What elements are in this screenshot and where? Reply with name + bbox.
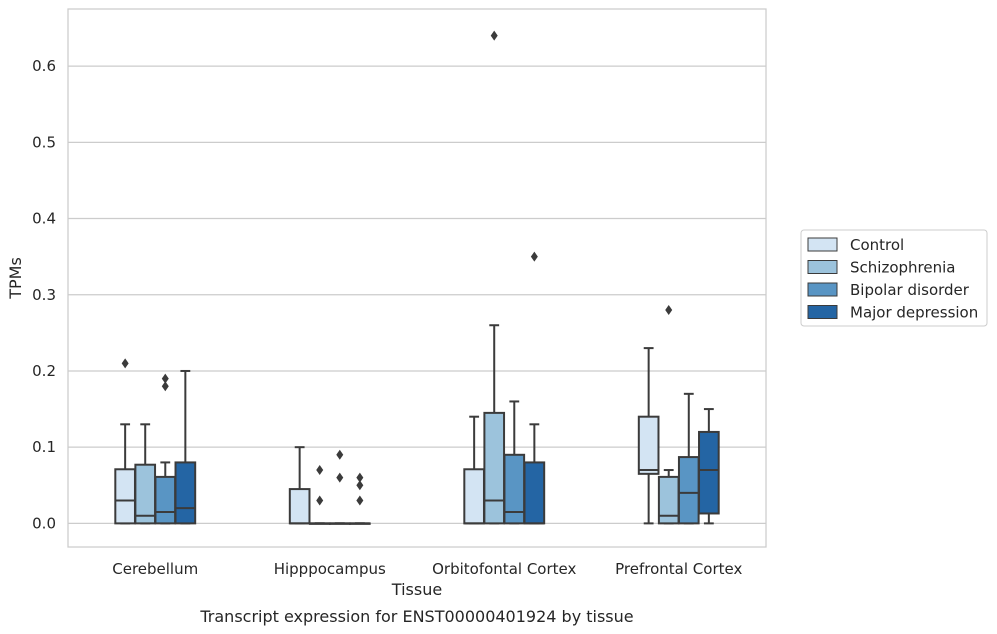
box-major-depression	[174, 369, 197, 525]
outlier-point	[316, 465, 324, 476]
outlier-point	[121, 358, 129, 369]
box-schizophrenia	[134, 423, 157, 525]
legend-swatch	[807, 282, 838, 297]
iqr-box	[463, 468, 485, 525]
boxes	[114, 324, 720, 525]
outlier-point	[336, 449, 344, 460]
legend-swatch	[807, 260, 838, 274]
x-tick-label: Hipppocampus	[274, 560, 386, 578]
chart-caption: Transcript expression for ENST0000040192…	[199, 607, 633, 626]
box-bipolar-disorder	[677, 392, 700, 525]
iqr-box	[154, 475, 177, 525]
box-bipolar-disorder	[503, 400, 526, 525]
box-schizophrenia	[308, 522, 331, 525]
box-control	[637, 347, 660, 525]
legend-label: Control	[850, 236, 904, 254]
outlier-point	[490, 30, 498, 41]
box-schizophrenia	[483, 324, 506, 525]
outlier-point	[665, 305, 673, 316]
iqr-box	[174, 461, 197, 525]
iqr-box	[503, 453, 526, 525]
box-bipolar-disorder	[154, 461, 177, 525]
y-tick-label: 0.3	[32, 286, 56, 304]
box-major-depression	[523, 423, 546, 525]
x-tick-labels: Cerebellum Hipppocampus Orbitofontal Corte…	[112, 560, 742, 578]
y-tick-label: 0.0	[32, 514, 56, 532]
outlier-point	[356, 480, 364, 491]
iqr-box	[637, 415, 660, 475]
legend: Control Schizophrenia Bipolar disorder Majo…	[800, 229, 988, 327]
legend-frame	[800, 229, 988, 327]
x-axis-label: Tissue	[391, 580, 442, 599]
outlier-point	[336, 472, 344, 483]
y-tick-label: 0.2	[32, 362, 56, 380]
legend-swatch	[807, 305, 838, 319]
y-tick-label: 0.1	[32, 438, 56, 456]
y-tick-label: 0.6	[32, 57, 56, 75]
iqr-box	[134, 463, 157, 525]
y-tick-labels: 0.0 0.1 0.2 0.3 0.4 0.5 0.6	[32, 57, 56, 532]
x-tick-label: Orbitofontal Cortex	[432, 560, 576, 578]
box-major-depression	[698, 408, 720, 525]
iqr-box	[698, 430, 720, 515]
legend-label: Schizophrenia	[850, 259, 955, 277]
outlier-point	[356, 495, 364, 506]
box-control	[288, 446, 311, 525]
legend-label: Bipolar disorder	[850, 281, 970, 299]
outlier-point	[356, 472, 364, 483]
plot-area-frame	[67, 8, 767, 548]
iqr-box	[523, 461, 546, 525]
legend-swatch	[807, 237, 838, 252]
outlier-point	[316, 495, 324, 506]
y-tick-label: 0.4	[32, 210, 56, 228]
box-bipolar-disorder	[328, 522, 351, 525]
y-tick-label: 0.5	[32, 133, 56, 151]
box-major-depression	[349, 522, 371, 525]
iqr-box	[288, 488, 311, 525]
outliers	[121, 30, 673, 506]
y-axis-label: TPMs	[6, 257, 25, 300]
iqr-box	[677, 456, 700, 525]
legend-label: Major depression	[850, 304, 978, 322]
box-control	[463, 415, 485, 525]
outlier-point	[161, 373, 169, 384]
x-tick-label: Prefrontal Cortex	[615, 560, 742, 578]
outlier-point	[161, 381, 169, 392]
iqr-box	[114, 468, 136, 525]
x-tick-label: Cerebellum	[112, 560, 198, 578]
box-schizophrenia	[657, 469, 680, 525]
gridlines	[68, 65, 766, 525]
iqr-box	[483, 411, 506, 525]
box-control	[114, 423, 136, 525]
outlier-point	[530, 251, 538, 262]
